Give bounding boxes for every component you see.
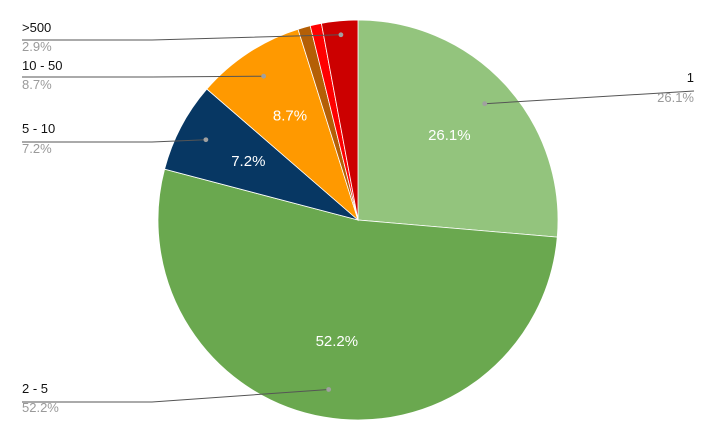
callout-label-500: >500 <box>22 20 51 35</box>
callout-label-1: 1 <box>687 70 694 85</box>
leader-dot-1 <box>482 101 488 107</box>
slice-percent-label-5-10: 7.2% <box>231 153 265 170</box>
callout-labels: 1 26.1% 2 - 5 52.2% 5 - 10 7.2% 10 - 50 8.7% >50… <box>22 20 694 415</box>
legend-leader-lines <box>22 32 695 403</box>
slice-percent-label-10-50: 8.7% <box>273 107 307 124</box>
leader-dot-5-10 <box>203 137 209 143</box>
leader-line-10-50 <box>22 75 264 78</box>
callout-percent-1: 26.1% <box>657 90 694 105</box>
leader-line-500 <box>22 34 341 41</box>
callout-label-10-50: 10 - 50 <box>22 58 62 73</box>
slice-percent-label-1: 26.1% <box>428 127 471 144</box>
callout-percent-5-10: 7.2% <box>22 141 52 156</box>
pie-slices <box>157 19 559 421</box>
slice-percent-labels: 26.1% 52.2% 7.2% 8.7% <box>231 107 470 350</box>
pie-slice-1 <box>357 19 559 238</box>
pie-slice-10-50 <box>206 28 359 222</box>
pie-slice-500 <box>320 19 359 221</box>
leader-dot-2-5 <box>326 387 332 392</box>
callout-label-2-5: 2 - 5 <box>22 381 48 396</box>
slice-percent-label-2-5: 52.2% <box>316 333 359 350</box>
leader-line-2-5 <box>22 388 329 403</box>
callout-percent-10-50: 8.7% <box>22 77 52 92</box>
callout-percent-2-5: 52.2% <box>22 400 59 415</box>
leader-dot-500 <box>338 32 344 38</box>
leader-dot-10-50 <box>261 73 267 79</box>
callout-label-5-10: 5 - 10 <box>22 121 55 136</box>
callout-percent-500: 2.9% <box>22 39 52 54</box>
pie-slice-2-5 <box>157 168 558 421</box>
leader-line-1 <box>484 90 695 105</box>
leader-line-5-10 <box>22 139 206 143</box>
